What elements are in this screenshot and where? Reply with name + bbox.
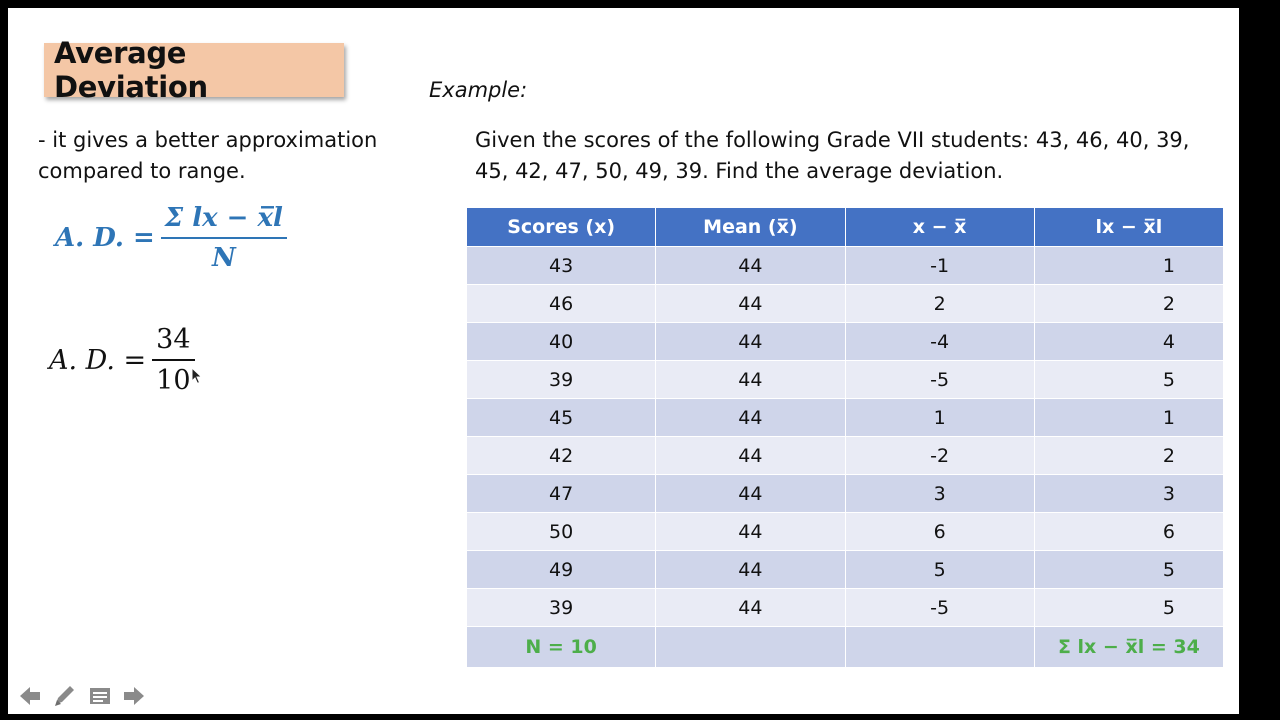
problem-text: Given the scores of the following Grade … (475, 128, 1190, 183)
cell-score: 47 (465, 474, 657, 513)
cell-absolute-deviation: 5 (1033, 550, 1225, 589)
cell-mean: 44 (655, 246, 846, 285)
cell-score: 46 (465, 284, 657, 323)
example-label: Example: (429, 78, 528, 102)
menu-icon[interactable] (88, 685, 112, 707)
cell-deviation: 1 (844, 398, 1035, 437)
total-empty-deviation (844, 626, 1035, 668)
cell-absolute-deviation: 6 (1033, 512, 1225, 551)
formula-computed-numerator: 34 (152, 324, 195, 361)
table-header-row: Scores (x) Mean (x̅) x − x̅ lx − x̅l (465, 207, 1225, 247)
cell-absolute-deviation: 5 (1033, 360, 1225, 399)
cell-deviation: -2 (844, 436, 1035, 475)
formula-computed-fraction: 34 10 (152, 324, 195, 396)
cell-deviation: 6 (844, 512, 1035, 551)
cell-absolute-deviation: 2 (1033, 436, 1225, 475)
header-absolute-deviation: lx − x̅l (1033, 207, 1225, 247)
description-text: - it gives a better approximation compar… (38, 128, 378, 183)
cell-deviation: -4 (844, 322, 1035, 361)
cell-score: 42 (465, 436, 657, 475)
header-deviation: x − x̅ (844, 207, 1035, 247)
header-mean: Mean (x̅) (655, 207, 846, 247)
cell-absolute-deviation: 1 (1033, 398, 1225, 437)
table-row: 40 44 -4 4 (465, 322, 1225, 361)
header-scores: Scores (x) (465, 207, 657, 247)
slide: Average Deviation Example: - it gives a … (8, 8, 1239, 714)
forward-arrow-icon[interactable] (122, 685, 146, 707)
cell-absolute-deviation: 2 (1033, 284, 1225, 323)
formula-computed-lhs: A. D. = (49, 344, 147, 376)
cell-mean: 44 (655, 588, 846, 627)
total-empty-mean (655, 626, 846, 668)
table-row: 46 44 2 2 (465, 284, 1225, 323)
table-row: 43 44 -1 1 (465, 246, 1225, 285)
cell-deviation: -5 (844, 588, 1035, 627)
table-row: 39 44 -5 5 (465, 588, 1225, 627)
table-row: 42 44 -2 2 (465, 436, 1225, 475)
cell-score: 39 (465, 588, 657, 627)
cell-absolute-deviation: 3 (1033, 474, 1225, 513)
cell-mean: 44 (655, 436, 846, 475)
formula-general-denominator: N (211, 243, 236, 273)
cell-score: 45 (465, 398, 657, 437)
cell-mean: 44 (655, 474, 846, 513)
formula-general-numerator: Σ lx − x̅l (160, 203, 287, 239)
cell-deviation: -5 (844, 360, 1035, 399)
cell-deviation: -1 (844, 246, 1035, 285)
cell-deviation: 5 (844, 550, 1035, 589)
pen-icon[interactable] (52, 684, 78, 708)
table-row: 45 44 1 1 (465, 398, 1225, 437)
formula-computed: A. D. = 34 10 (49, 324, 195, 396)
cell-deviation: 3 (844, 474, 1035, 513)
formula-general-lhs: A. D. = (55, 223, 155, 253)
cell-mean: 44 (655, 550, 846, 589)
cell-mean: 44 (655, 398, 846, 437)
cell-mean: 44 (655, 322, 846, 361)
cell-absolute-deviation: 4 (1033, 322, 1225, 361)
back-arrow-icon[interactable] (18, 685, 42, 707)
cell-absolute-deviation: 1 (1033, 246, 1225, 285)
cell-score: 43 (465, 246, 657, 285)
slide-title: Average Deviation (54, 36, 208, 104)
cell-deviation: 2 (844, 284, 1035, 323)
cell-absolute-deviation: 5 (1033, 588, 1225, 627)
deviation-table: Scores (x) Mean (x̅) x − x̅ lx − x̅l 43 … (465, 207, 1225, 668)
formula-general-fraction: Σ lx − x̅l N (160, 203, 287, 273)
cell-score: 40 (465, 322, 657, 361)
table-row: 49 44 5 5 (465, 550, 1225, 589)
table-total-row: N = 10 Σ lx − x̅l = 34 (465, 626, 1225, 668)
cell-mean: 44 (655, 512, 846, 551)
table-row: 39 44 -5 5 (465, 360, 1225, 399)
mouse-cursor-icon (191, 367, 203, 385)
title-box: Average Deviation (44, 36, 344, 104)
cell-mean: 44 (655, 360, 846, 399)
cell-score: 50 (465, 512, 657, 551)
table-row: 50 44 6 6 (465, 512, 1225, 551)
cell-score: 39 (465, 360, 657, 399)
table-row: 47 44 3 3 (465, 474, 1225, 513)
formula-general: A. D. = Σ lx − x̅l N (55, 203, 287, 273)
cell-score: 49 (465, 550, 657, 589)
total-count: N = 10 (465, 626, 657, 668)
cell-mean: 44 (655, 284, 846, 323)
slide-nav-toolbar (18, 684, 146, 708)
formula-computed-denominator: 10 (156, 365, 191, 396)
total-sum: Σ lx − x̅l = 34 (1033, 626, 1225, 668)
